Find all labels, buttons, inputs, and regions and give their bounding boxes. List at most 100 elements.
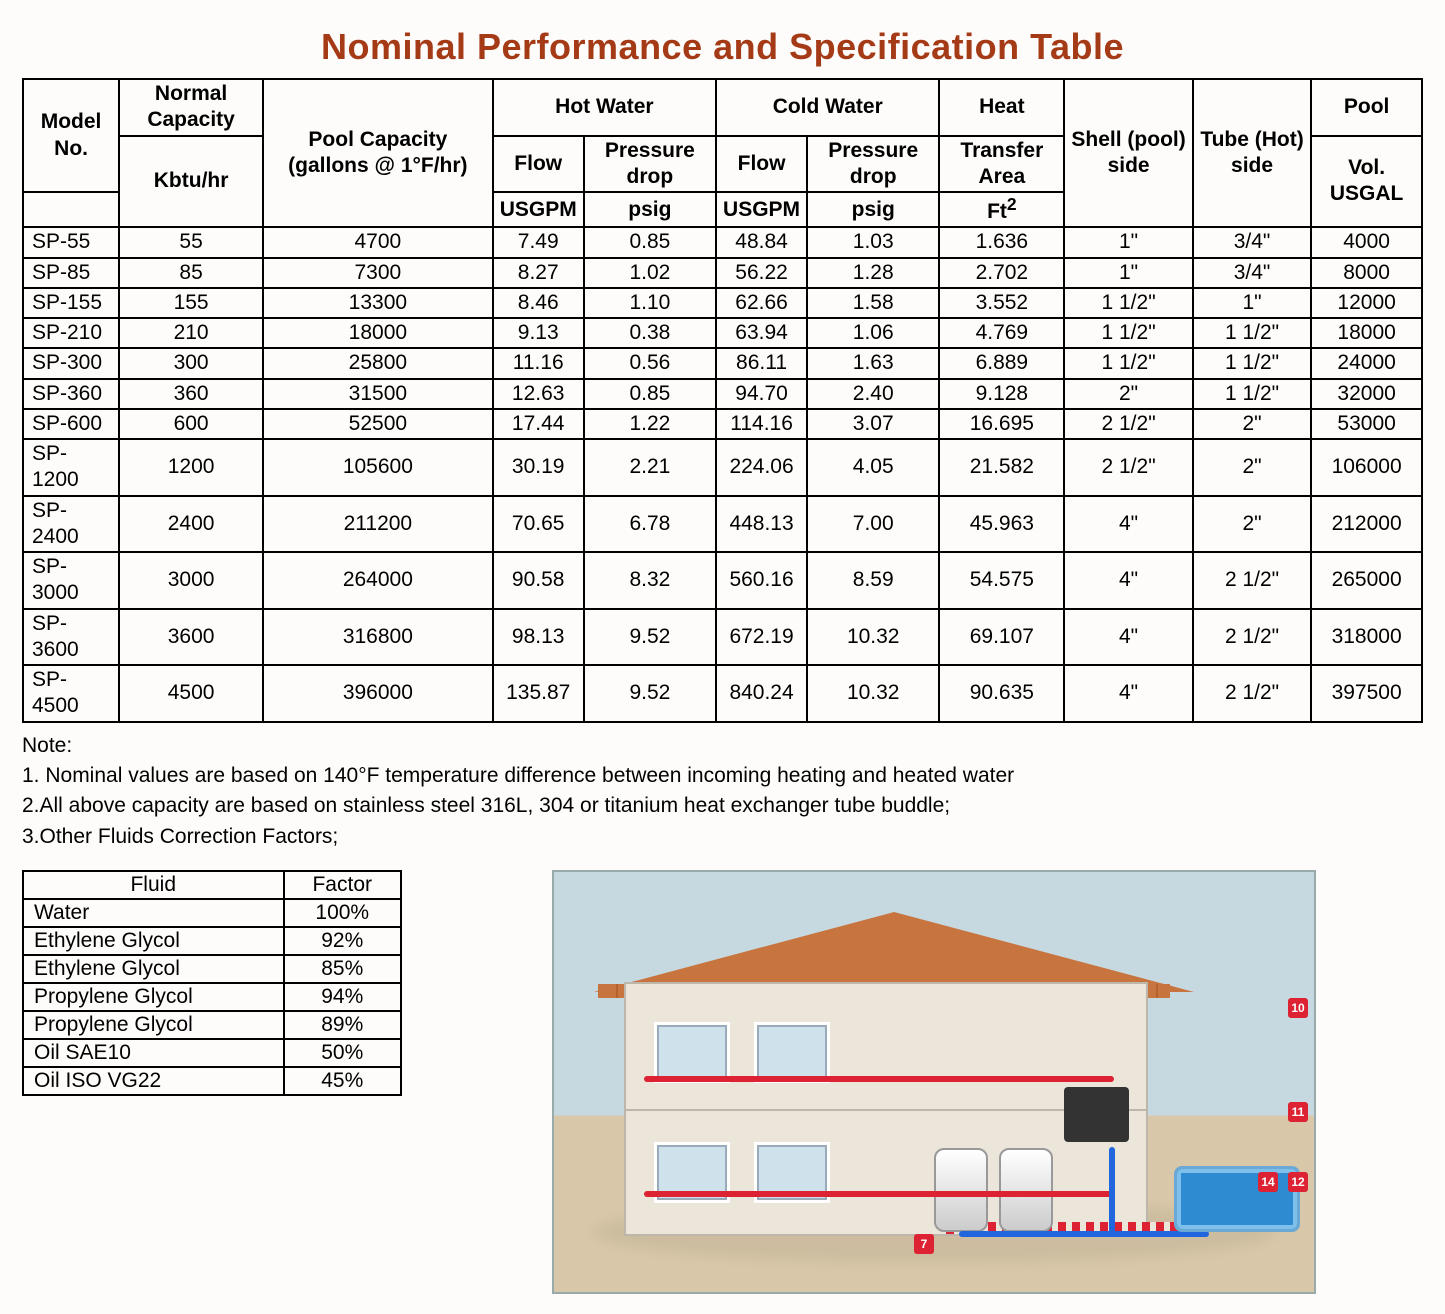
cell-hw_pd: 9.52 bbox=[584, 665, 716, 722]
col-hw-pd-unit: psig bbox=[584, 192, 716, 227]
col-cw-flow-unit: USGPM bbox=[716, 192, 807, 227]
cell-tube: 2 1/2" bbox=[1193, 609, 1311, 666]
cell-tube: 2" bbox=[1193, 439, 1311, 496]
cell-cw_flow: 63.94 bbox=[716, 318, 807, 348]
cell-factor: 100% bbox=[284, 899, 402, 927]
col-cold-water: Cold Water bbox=[716, 79, 939, 136]
cold-pipe bbox=[959, 1231, 1209, 1237]
cell-hw_pd: 1.22 bbox=[584, 409, 716, 439]
cell-area: 90.635 bbox=[939, 665, 1064, 722]
cell-tube: 2 1/2" bbox=[1193, 665, 1311, 722]
cell-model: SP-1200 bbox=[23, 439, 119, 496]
cell-pool_vol: 32000 bbox=[1311, 379, 1422, 409]
cell-pool_cap: 105600 bbox=[263, 439, 493, 496]
col-hot-water: Hot Water bbox=[493, 79, 716, 136]
cell-shell: 4" bbox=[1064, 496, 1193, 553]
cell-pool_cap: 52500 bbox=[263, 409, 493, 439]
cell-factor: 94% bbox=[284, 983, 402, 1011]
cell-hw_pd: 0.85 bbox=[584, 227, 716, 257]
note-item: 1. Nominal values are based on 140°F tem… bbox=[22, 761, 1423, 791]
cell-hw_pd: 0.85 bbox=[584, 379, 716, 409]
table-row: Ethylene Glycol92% bbox=[23, 927, 401, 955]
cell-fluid: Propylene Glycol bbox=[23, 983, 284, 1011]
cell-pool_cap: 31500 bbox=[263, 379, 493, 409]
cell-cap: 85 bbox=[119, 258, 263, 288]
cell-hw_flow: 98.13 bbox=[493, 609, 584, 666]
col-normal-capacity: Normal Capacity bbox=[119, 79, 263, 136]
cell-hw_flow: 90.58 bbox=[493, 552, 584, 609]
cell-cw_pd: 10.32 bbox=[807, 665, 939, 722]
spec-table-body: SP-555547007.490.8548.841.031.6361"3/4"4… bbox=[23, 227, 1422, 721]
cell-hw_pd: 9.52 bbox=[584, 609, 716, 666]
cell-cap: 55 bbox=[119, 227, 263, 257]
cell-cw_pd: 2.40 bbox=[807, 379, 939, 409]
hot-pipe bbox=[644, 1076, 1114, 1082]
cell-tube: 1 1/2" bbox=[1193, 379, 1311, 409]
cell-model: SP-3600 bbox=[23, 609, 119, 666]
note-item: 3.Other Fluids Correction Factors; bbox=[22, 822, 1423, 852]
cell-area: 1.636 bbox=[939, 227, 1064, 257]
spec-table-head: Model No. Normal Capacity Pool Capacity … bbox=[23, 79, 1422, 227]
cell-cap: 210 bbox=[119, 318, 263, 348]
cell-tube: 3/4" bbox=[1193, 227, 1311, 257]
cell-pool_cap: 211200 bbox=[263, 496, 493, 553]
cell-hw_flow: 135.87 bbox=[493, 665, 584, 722]
window-icon bbox=[654, 1022, 730, 1083]
cell-pool_vol: 318000 bbox=[1311, 609, 1422, 666]
callout-badge: 12 bbox=[1288, 1172, 1308, 1192]
cell-cw_pd: 1.28 bbox=[807, 258, 939, 288]
cell-cw_flow: 86.11 bbox=[716, 348, 807, 378]
col-hw-flow-unit: USGPM bbox=[493, 192, 584, 227]
cell-model: SP-600 bbox=[23, 409, 119, 439]
cell-cw_pd: 1.58 bbox=[807, 288, 939, 318]
table-row: SP-3003002580011.160.5686.111.636.8891 1… bbox=[23, 348, 1422, 378]
cell-shell: 2" bbox=[1064, 379, 1193, 409]
table-row: SP-2400240021120070.656.78448.137.0045.9… bbox=[23, 496, 1422, 553]
cell-hw_pd: 2.21 bbox=[584, 439, 716, 496]
col-shell-side: Shell (pool) side bbox=[1064, 79, 1193, 227]
col-transfer-area: Transfer Area bbox=[939, 136, 1064, 193]
cell-pool_vol: 106000 bbox=[1311, 439, 1422, 496]
cell-pool_cap: 18000 bbox=[263, 318, 493, 348]
cell-cap: 360 bbox=[119, 379, 263, 409]
cell-cw_flow: 448.13 bbox=[716, 496, 807, 553]
cell-tube: 1 1/2" bbox=[1193, 348, 1311, 378]
cell-model: SP-85 bbox=[23, 258, 119, 288]
cell-cap: 155 bbox=[119, 288, 263, 318]
col-area-unit: Ft2 bbox=[939, 192, 1064, 227]
cell-area: 9.128 bbox=[939, 379, 1064, 409]
col-cw-flow: Flow bbox=[716, 136, 807, 193]
cell-cw_pd: 1.63 bbox=[807, 348, 939, 378]
col-cw-pd-unit: psig bbox=[807, 192, 939, 227]
cell-hw_pd: 6.78 bbox=[584, 496, 716, 553]
cell-pool_vol: 4000 bbox=[1311, 227, 1422, 257]
col-pool-capacity: Pool Capacity (gallons @ 1°F/hr) bbox=[263, 79, 493, 227]
cell-cw_flow: 94.70 bbox=[716, 379, 807, 409]
cell-pool_vol: 53000 bbox=[1311, 409, 1422, 439]
cell-hw_flow: 8.46 bbox=[493, 288, 584, 318]
cell-cw_pd: 7.00 bbox=[807, 496, 939, 553]
col-hw-flow: Flow bbox=[493, 136, 584, 193]
cell-pool_vol: 12000 bbox=[1311, 288, 1422, 318]
cell-shell: 1" bbox=[1064, 227, 1193, 257]
cell-area: 3.552 bbox=[939, 288, 1064, 318]
table-row: SP-858573008.271.0256.221.282.7021"3/4"8… bbox=[23, 258, 1422, 288]
house-roof bbox=[594, 912, 1194, 992]
cell-shell: 4" bbox=[1064, 665, 1193, 722]
cell-cw_pd: 10.32 bbox=[807, 609, 939, 666]
cell-model: SP-210 bbox=[23, 318, 119, 348]
cell-hw_flow: 12.63 bbox=[493, 379, 584, 409]
cell-hw_flow: 7.49 bbox=[493, 227, 584, 257]
cell-hw_pd: 8.32 bbox=[584, 552, 716, 609]
table-row: SP-3600360031680098.139.52672.1910.3269.… bbox=[23, 609, 1422, 666]
cell-area: 4.769 bbox=[939, 318, 1064, 348]
cell-cw_flow: 560.16 bbox=[716, 552, 807, 609]
cell-shell: 1 1/2" bbox=[1064, 318, 1193, 348]
cell-factor: 92% bbox=[284, 927, 402, 955]
cell-shell: 4" bbox=[1064, 552, 1193, 609]
cell-hw_flow: 70.65 bbox=[493, 496, 584, 553]
cell-tube: 2" bbox=[1193, 409, 1311, 439]
cell-model: SP-155 bbox=[23, 288, 119, 318]
cell-hw_flow: 11.16 bbox=[493, 348, 584, 378]
cell-model: SP-360 bbox=[23, 379, 119, 409]
